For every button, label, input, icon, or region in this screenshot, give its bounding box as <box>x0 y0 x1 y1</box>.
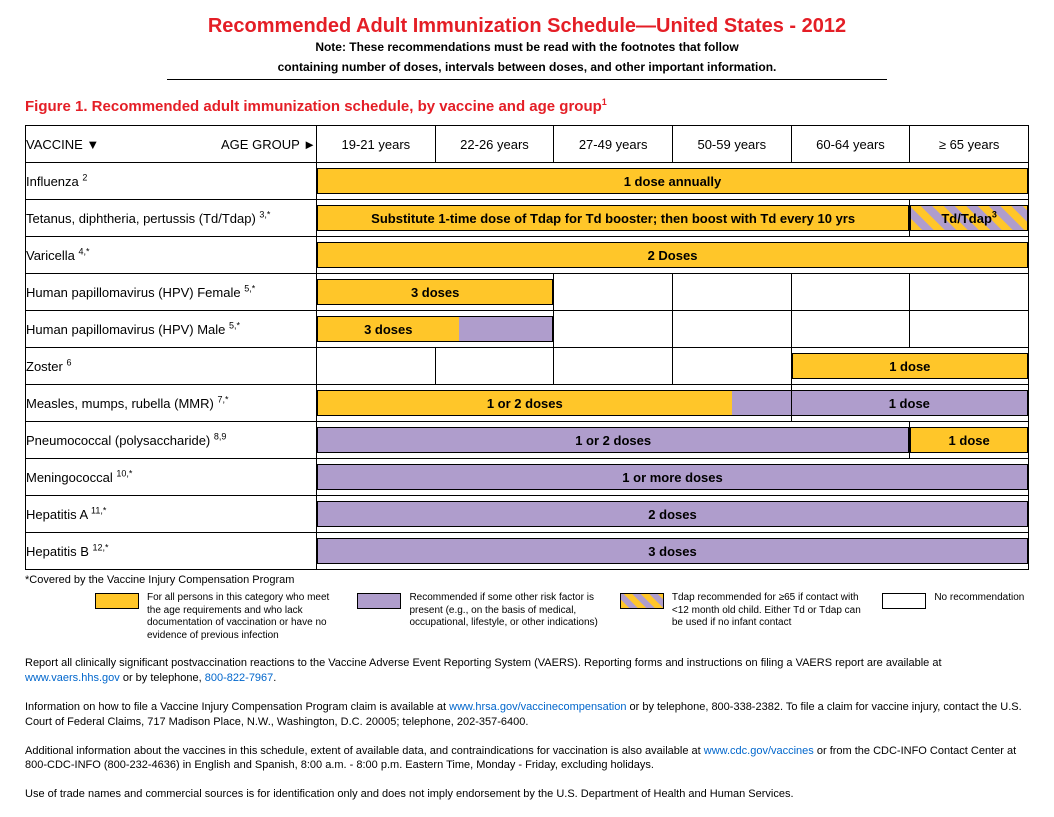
legend-striped-text: Tdap recommended for ≥65 if contact with… <box>672 592 864 642</box>
bar-hepb: 3 doses <box>317 538 1028 564</box>
age-group-label: AGE GROUP ► <box>221 137 316 152</box>
legend-yellow: For all persons in this category who mee… <box>95 592 339 642</box>
row-label: Human papillomavirus (HPV) Male 5,* <box>26 311 317 348</box>
swatch-yellow <box>95 593 139 609</box>
row-pneumo: Pneumococcal (polysaccharide) 8,9 1 or 2… <box>26 422 1029 459</box>
page-title: Recommended Adult Immunization Schedule—… <box>25 15 1029 38</box>
bar-hpv-f: 3 doses <box>317 279 553 305</box>
row-label: Hepatitis A 11,* <box>26 496 317 533</box>
swatch-purple <box>357 593 401 609</box>
row-influenza: Influenza 2 1 dose annually <box>26 163 1029 200</box>
age-col-0: 19-21 years <box>317 126 436 163</box>
figure-title: Figure 1. Recommended adult immunization… <box>25 98 1029 115</box>
para-1: Report all clinically significant postva… <box>25 656 1029 686</box>
legend-white-text: No recommendation <box>934 592 1029 642</box>
bar-influenza: 1 dose annually <box>317 168 1028 194</box>
note-line-1: Note: These recommendations must be read… <box>25 40 1029 56</box>
row-varicella: Varicella 4,* 2 Doses <box>26 237 1029 274</box>
bar-hpv-m-purple <box>459 316 554 342</box>
link-cdc[interactable]: www.cdc.gov/vaccines <box>704 745 814 757</box>
bar-tdap-main: Substitute 1-time dose of Tdap for Td bo… <box>317 205 909 231</box>
legend-striped: Tdap recommended for ≥65 if contact with… <box>620 592 864 642</box>
row-mening: Meningococcal 10,* 1 or more doses <box>26 459 1029 496</box>
row-label: Influenza 2 <box>26 163 317 200</box>
row-label: Tetanus, diphtheria, pertussis (Td/Tdap)… <box>26 200 317 237</box>
bar-varicella: 2 Doses <box>317 242 1028 268</box>
row-hepb: Hepatitis B 12,* 3 doses <box>26 533 1029 570</box>
row-label: Meningococcal 10,* <box>26 459 317 496</box>
age-col-3: 50-59 years <box>672 126 791 163</box>
legend-purple: Recommended if some other risk factor is… <box>357 592 601 642</box>
bar-tdap-65: Td/Tdap3 <box>910 205 1028 231</box>
row-hpv-female: Human papillomavirus (HPV) Female 5,* 3 … <box>26 274 1029 311</box>
age-col-5: ≥ 65 years <box>910 126 1029 163</box>
figure-title-sup: 1 <box>602 97 607 107</box>
para-4: Use of trade names and commercial source… <box>25 787 1029 802</box>
header-row: VACCINE ▼ AGE GROUP ► 19-21 years 22-26 … <box>26 126 1029 163</box>
row-tdap: Tetanus, diphtheria, pertussis (Td/Tdap)… <box>26 200 1029 237</box>
link-vaers[interactable]: www.vaers.hhs.gov <box>25 672 120 684</box>
bar-mmr-yellow: 1 or 2 doses <box>317 390 732 416</box>
bar-zoster: 1 dose <box>792 353 1028 379</box>
bar-mening: 1 or more doses <box>317 464 1028 490</box>
schedule-table: VACCINE ▼ AGE GROUP ► 19-21 years 22-26 … <box>25 125 1029 570</box>
row-label: Varicella 4,* <box>26 237 317 274</box>
age-col-2: 27-49 years <box>554 126 673 163</box>
coverage-note: *Covered by the Vaccine Injury Compensat… <box>25 574 1029 586</box>
link-phone[interactable]: 800-822-7967 <box>205 672 274 684</box>
link-hrsa[interactable]: www.hrsa.gov/vaccinecompensation <box>449 701 626 713</box>
legend-yellow-text: For all persons in this category who mee… <box>147 592 339 642</box>
legend-purple-text: Recommended if some other risk factor is… <box>409 592 601 642</box>
bar-hpv-m-yellow: 3 doses <box>317 316 459 342</box>
row-label: Measles, mumps, rubella (MMR) 7,* <box>26 385 317 422</box>
row-mmr: Measles, mumps, rubella (MMR) 7,* 1 or 2… <box>26 385 1029 422</box>
row-zoster: Zoster 6 1 dose <box>26 348 1029 385</box>
age-col-1: 22-26 years <box>435 126 554 163</box>
bar-mmr-purple-b: 1 dose <box>792 390 1028 416</box>
vaccine-label: VACCINE ▼ <box>26 137 99 152</box>
figure-title-text: Figure 1. Recommended adult immunization… <box>25 98 602 115</box>
row-hpv-male: Human papillomavirus (HPV) Male 5,* 3 do… <box>26 311 1029 348</box>
row-label: Human papillomavirus (HPV) Female 5,* <box>26 274 317 311</box>
legend-white: No recommendation <box>882 592 1029 642</box>
row-hepa: Hepatitis A 11,* 2 doses <box>26 496 1029 533</box>
bar-pneumo-yellow: 1 dose <box>910 427 1028 453</box>
bar-mmr-purple-a <box>732 390 791 416</box>
bar-pneumo-purple: 1 or 2 doses <box>317 427 909 453</box>
note-line-2: containing number of doses, intervals be… <box>25 60 1029 76</box>
swatch-white <box>882 593 926 609</box>
legend: For all persons in this category who mee… <box>25 592 1029 642</box>
age-col-4: 60-64 years <box>791 126 910 163</box>
vaccine-header: VACCINE ▼ AGE GROUP ► <box>26 126 317 163</box>
swatch-striped <box>620 593 664 609</box>
row-label: Hepatitis B 12,* <box>26 533 317 570</box>
row-label: Pneumococcal (polysaccharide) 8,9 <box>26 422 317 459</box>
bar-hepa: 2 doses <box>317 501 1028 527</box>
para-2: Information on how to file a Vaccine Inj… <box>25 700 1029 730</box>
row-label: Zoster 6 <box>26 348 317 385</box>
para-3: Additional information about the vaccine… <box>25 744 1029 774</box>
divider <box>167 79 887 80</box>
